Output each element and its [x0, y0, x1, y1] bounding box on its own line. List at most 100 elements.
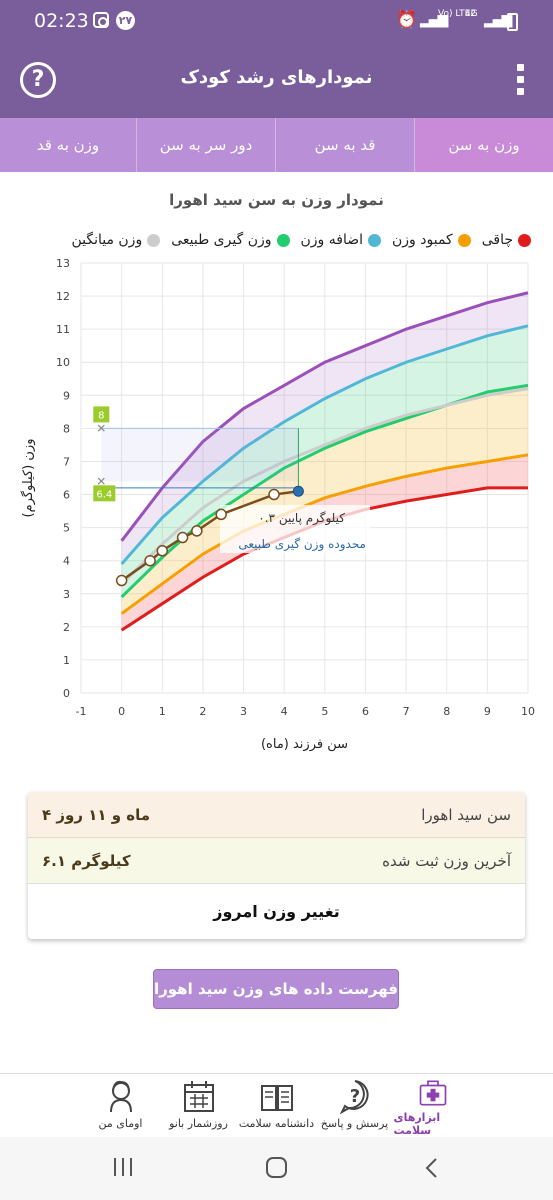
network-label: Vo) LTE2 — [438, 9, 477, 19]
chart-band — [121, 325, 529, 598]
y-tick-label: 4 — [63, 555, 70, 568]
marker-label: 8 — [98, 410, 104, 421]
nav-label: ابزارهای سلامت — [393, 1111, 441, 1137]
child-weight-point — [115, 574, 128, 587]
nav-label: دانشنامه سلامت — [238, 1117, 315, 1130]
question-icon: ? — [339, 1080, 369, 1114]
legend-item-underweight[interactable]: کمبود وزن — [392, 232, 471, 248]
x-tick-label: -1 — [76, 705, 87, 718]
x-tick-label: 7 — [403, 705, 410, 718]
nav-item-encyclopedia[interactable]: دانشنامه سلامت — [238, 1074, 316, 1137]
legend-item-obese[interactable]: چاقی — [482, 232, 531, 248]
more-menu-icon[interactable] — [510, 62, 530, 98]
age-value: ۴ ماه و ۱۱ روز — [42, 805, 151, 824]
nav-item-calendar[interactable]: روزشمار بانو — [160, 1074, 238, 1137]
legend-item-overweight[interactable]: اضافه وزن — [301, 232, 382, 248]
legend-label: چاقی — [481, 232, 513, 248]
x-tick-label: 0 — [118, 705, 125, 718]
nav-item-qa[interactable]: ? پرسش و پاسخ — [316, 1074, 394, 1137]
y-tick-label: 2 — [63, 621, 70, 634]
legend-dot-icon — [276, 233, 290, 247]
legend-item-normal[interactable]: وزن گیری طبیعی — [171, 232, 290, 248]
y-tick-label: 0 — [63, 687, 70, 700]
chart-title: نمودار وزن به سن سید اهورا — [169, 191, 384, 209]
legend-item-average[interactable]: وزن میانگین — [71, 232, 161, 248]
nav-label: روزشمار بانو — [169, 1117, 228, 1130]
marker-range — [101, 428, 299, 482]
y-tick-label: 12 — [56, 290, 70, 303]
legend-dot-icon — [147, 233, 161, 247]
nav-item-my-profile[interactable]: اومای من — [82, 1074, 160, 1137]
series-line — [120, 453, 529, 615]
recent-apps-icon[interactable] — [112, 1156, 134, 1178]
weight-value: ۶.۱ کیلوگرم — [42, 851, 131, 870]
legend-label: کمبود وزن — [392, 232, 453, 248]
chart-band — [121, 454, 529, 631]
y-tick-label: 1 — [63, 654, 70, 667]
chart-legend: چاقی کمبود وزن اضافه وزن وزن گیری طبیعی … — [8, 232, 531, 248]
status-bar: 02:23 ۲۷ ⏰ ▂▄▆ Vo) LTE2 4G ▂▄▆ — [0, 0, 553, 42]
battery-icon — [507, 13, 518, 31]
nav-item-health-tools[interactable]: ابزارهای سلامت — [394, 1074, 472, 1137]
tab-bar: وزن به قد دور سر به سن قد به سن وزن به س… — [0, 118, 553, 172]
tab-height-for-age[interactable]: قد به سن — [276, 118, 415, 172]
calendar-icon — [183, 1081, 214, 1112]
y-tick-label: 10 — [56, 356, 70, 369]
series-line — [120, 387, 529, 585]
signal-icon-2: ▂▄▆ — [484, 12, 512, 28]
x-tick-label: 3 — [240, 705, 247, 718]
legend-label: وزن میانگین — [71, 232, 143, 248]
change-weight-button[interactable]: تغییر وزن امروز — [213, 901, 340, 921]
tab-weight-for-age[interactable]: وزن به سن — [415, 118, 553, 172]
system-nav-bar — [0, 1137, 553, 1200]
nav-label: اومای من — [98, 1117, 143, 1130]
tab-head-for-age[interactable]: دور سر به سن — [137, 118, 276, 172]
x-tick-label: 6 — [362, 705, 369, 718]
x-tick-label: 10 — [521, 705, 535, 718]
bottom-nav: اومای من روزشمار بانو دانشنامه سلامت — [0, 1073, 553, 1137]
app-bar: ? نمودارهای رشد کودک — [0, 42, 553, 118]
series-line — [120, 291, 529, 542]
weight-label: آخرین وزن ثبت شده — [382, 851, 511, 870]
back-icon[interactable] — [424, 1156, 440, 1180]
x-axis-label: سن فرزند (ماه) — [261, 737, 348, 752]
y-tick-label: 8 — [63, 422, 70, 435]
weight-list-button[interactable]: فهرست داده های وزن سید اهورا — [153, 969, 399, 1009]
legend-label: وزن گیری طبیعی — [171, 232, 272, 248]
age-label: سن سید اهورا — [421, 805, 511, 824]
x-tick-label: 1 — [159, 705, 166, 718]
book-icon — [260, 1085, 293, 1111]
marker-label: 6.4 — [96, 489, 112, 500]
legend-dot-icon — [368, 233, 382, 247]
current-weight-point — [292, 485, 304, 497]
y-tick-label: 5 — [63, 522, 70, 535]
legend-label: اضافه وزن — [300, 232, 364, 248]
notification-badge: ۲۷ — [116, 11, 135, 30]
child-weight-point — [191, 525, 203, 537]
child-weight-point — [144, 554, 156, 567]
y-axis-label: وزن (کیلوگرم) — [20, 439, 36, 518]
tab-weight-for-height[interactable]: وزن به قد — [0, 118, 137, 172]
signal-icon: ▂▄▆ — [420, 12, 448, 28]
annotation-line-2: محدوده وزن گیری طبیعی — [238, 537, 366, 552]
marker-x-icon: ✕ — [96, 474, 106, 488]
annotation-box — [220, 505, 370, 553]
svg-text:?: ? — [349, 1086, 359, 1107]
help-button[interactable]: ? — [20, 62, 56, 98]
info-card: ۴ ماه و ۱۱ روز سن سید اهورا ۶.۱ کیلوگرم … — [28, 792, 525, 939]
chart-band — [121, 385, 529, 614]
y-tick-label: 6 — [63, 489, 70, 502]
marker-badge — [93, 406, 110, 423]
x-tick-label: 9 — [484, 705, 491, 718]
legend-dot-icon — [518, 233, 531, 247]
y-tick-label: 7 — [63, 455, 70, 468]
child-weight-point — [215, 508, 227, 521]
chart-band — [121, 292, 529, 564]
child-weight-point — [156, 545, 169, 557]
status-time: 02:23 — [34, 10, 89, 32]
instagram-icon — [93, 12, 109, 28]
home-icon[interactable] — [265, 1156, 289, 1180]
y-tick-label: 11 — [56, 323, 70, 336]
legend-dot-icon — [457, 233, 471, 247]
